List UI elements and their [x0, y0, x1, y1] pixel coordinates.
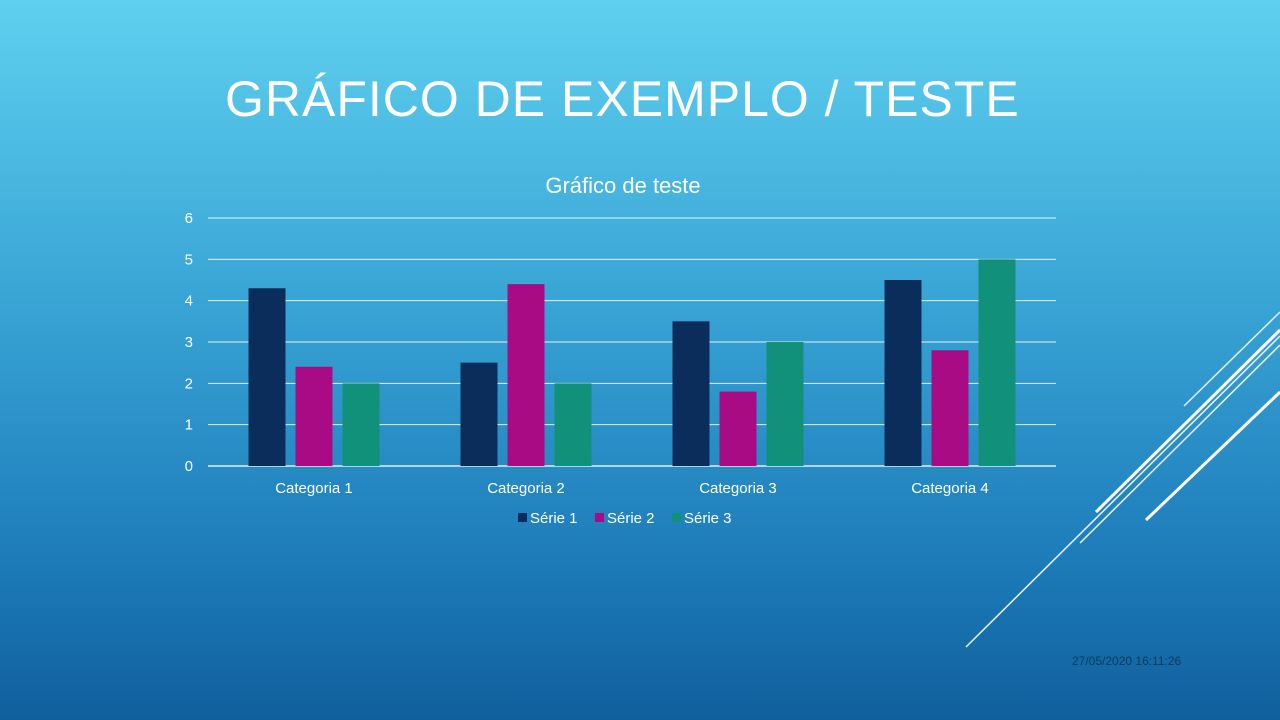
chart-title: Gráfico de teste [545, 173, 700, 198]
bar-serie3-cat3 [766, 342, 804, 466]
bar-serie2-cat4 [931, 350, 969, 466]
decorative-line [1144, 390, 1280, 522]
decorative-line [965, 335, 1280, 648]
legend-swatch [518, 513, 527, 522]
y-tick-label: 6 [185, 210, 193, 227]
y-tick-label: 1 [185, 417, 193, 434]
x-axis-categories: Categoria 1 Categoria 2 Categoria 3 Categor… [275, 480, 989, 497]
legend-label: Série 3 [684, 510, 732, 527]
bar-serie2-cat3 [719, 391, 757, 466]
timestamp: 27/05/2020 16:11:26 [1072, 654, 1182, 668]
legend-swatch [595, 513, 604, 522]
bar-serie2-cat1 [295, 366, 333, 466]
bar-serie3-cat4 [978, 259, 1016, 466]
decorative-line [1183, 311, 1280, 407]
decorative-line [1079, 344, 1280, 544]
y-tick-label: 3 [185, 334, 193, 351]
y-tick-label: 2 [185, 375, 193, 392]
legend-swatch [672, 513, 681, 522]
bar-serie3-cat1 [342, 383, 380, 466]
category-label: Categoria 1 [275, 480, 353, 497]
slide-title: GRÁFICO DE EXEMPLO / TESTE [225, 71, 1020, 127]
legend-label: Série 2 [607, 510, 655, 527]
legend: Série 1 Série 2 Série 3 [518, 510, 732, 527]
gridlines [208, 217, 1056, 467]
bar-serie1-cat2 [460, 362, 498, 466]
legend-label: Série 1 [530, 510, 578, 527]
bars [248, 259, 1016, 466]
category-label: Categoria 2 [487, 480, 565, 497]
category-label: Categoria 4 [911, 480, 989, 497]
bar-serie1-cat3 [672, 321, 710, 466]
bar-serie2-cat2 [507, 284, 545, 466]
decorative-line [1094, 328, 1280, 514]
y-tick-label: 5 [185, 251, 193, 268]
bar-serie1-cat4 [884, 280, 922, 466]
y-tick-label: 4 [185, 293, 193, 310]
bar-serie1-cat1 [248, 288, 286, 466]
category-label: Categoria 3 [699, 480, 777, 497]
decorative-lines [965, 311, 1280, 648]
y-axis-ticks: 0 1 2 3 4 5 6 [185, 210, 193, 475]
bar-serie3-cat2 [554, 383, 592, 466]
y-tick-label: 0 [185, 458, 193, 475]
